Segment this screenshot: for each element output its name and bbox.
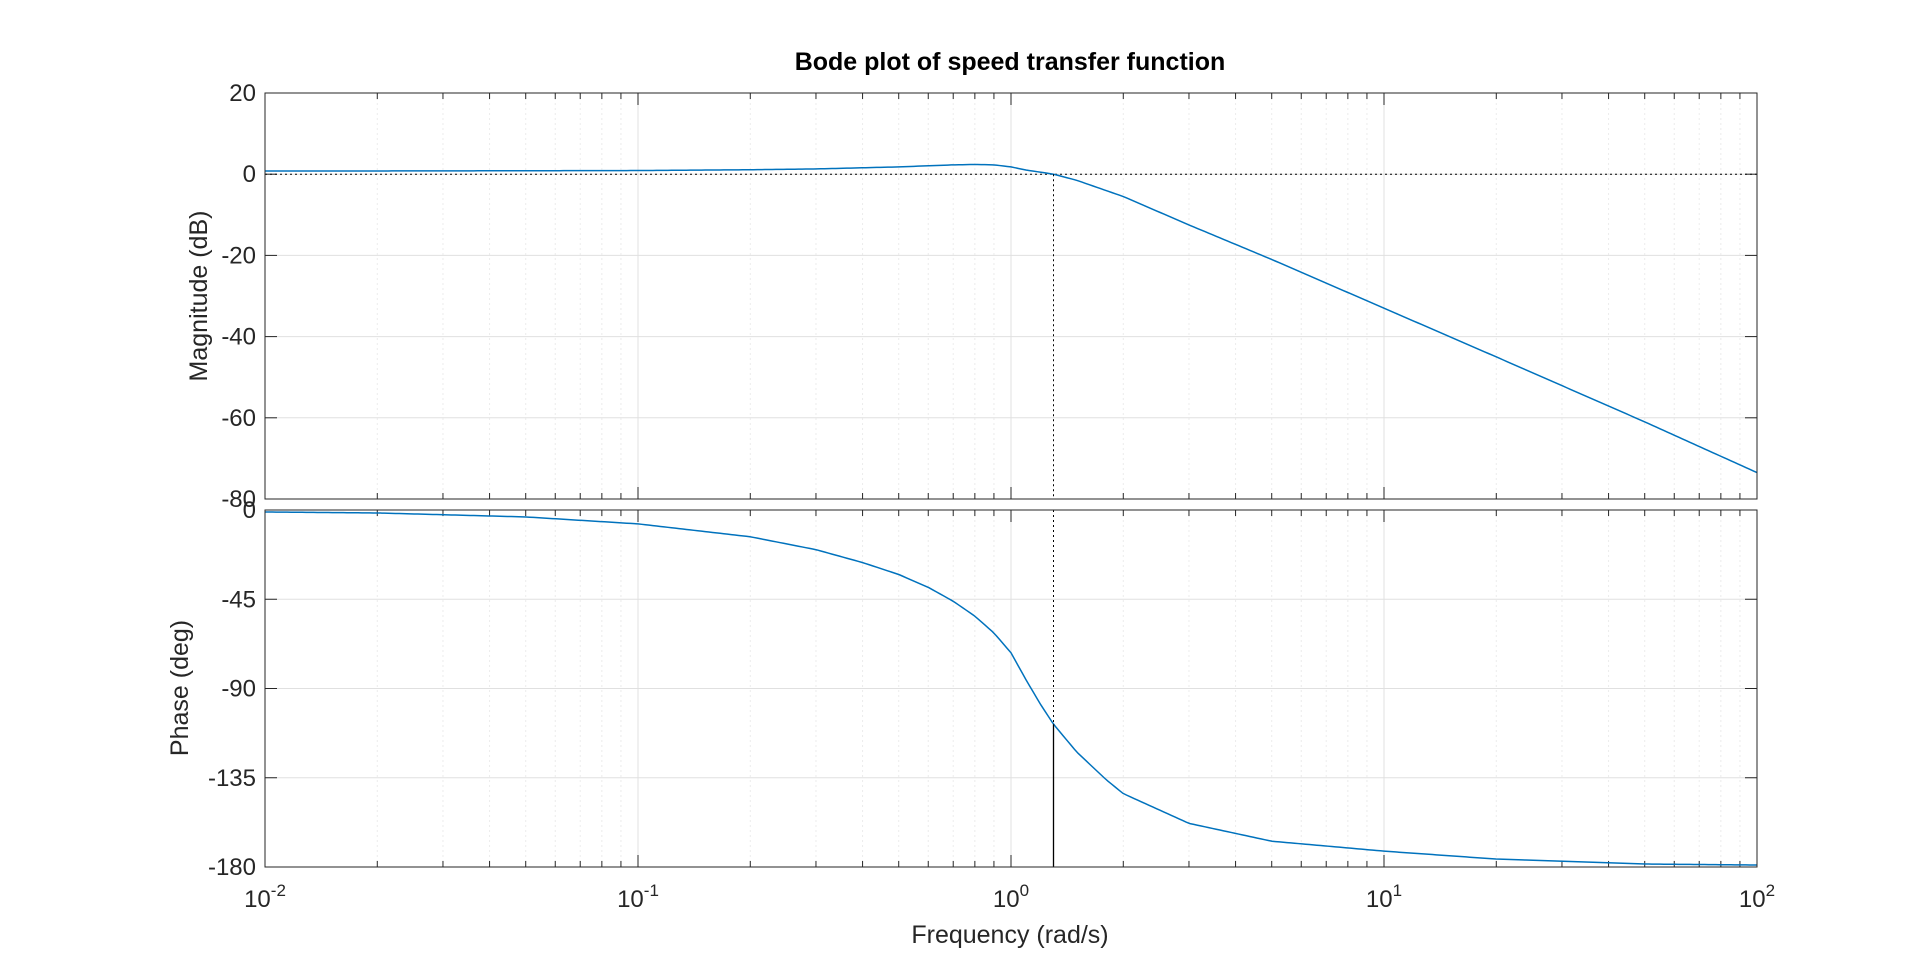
phase-axes: 0 -45 -90 -135 -180 10-2 10-1 100 101 102 Phase … <box>166 497 1775 913</box>
y-tick-label: 20 <box>229 80 256 107</box>
y-tick-label: -80 <box>221 486 256 513</box>
phase-axes-box <box>264 509 1758 868</box>
magnitude-axes-box <box>264 92 1758 500</box>
x-tick-label: 102 <box>1739 881 1775 913</box>
x-tick-label: 10-1 <box>617 881 659 913</box>
magnitude-axes: 20 0 -20 -40 -60 -80 Magnitude (dB) <box>185 80 1758 513</box>
y-tick-label: -90 <box>221 676 256 703</box>
magnitude-y-label: Magnitude (dB) <box>185 211 213 382</box>
x-tick-label: 10-2 <box>244 881 286 913</box>
y-tick-label: -135 <box>208 765 256 792</box>
y-tick-label: -20 <box>221 242 256 269</box>
x-axis-label: Frequency (rad/s) <box>911 921 1108 949</box>
phase-y-label: Phase (deg) <box>166 620 194 756</box>
chart-title: Bode plot of speed transfer function <box>795 48 1226 76</box>
magnitude-y-ticks: 20 0 -20 -40 -60 -80 <box>221 80 256 513</box>
frequency-x-ticks: 10-2 10-1 100 101 102 <box>244 881 1775 913</box>
y-tick-label: -45 <box>221 586 256 613</box>
x-tick-label: 101 <box>1366 881 1402 913</box>
phase-series-line <box>264 511 1758 866</box>
y-tick-label: -40 <box>221 324 256 351</box>
y-tick-label: 0 <box>243 497 256 524</box>
y-tick-label: 0 <box>243 161 256 188</box>
phase-y-ticks: 0 -45 -90 -135 -180 <box>208 497 256 881</box>
y-tick-label: -180 <box>208 854 256 881</box>
magnitude-series-line <box>265 163 1758 474</box>
y-tick-label: -60 <box>221 405 256 432</box>
x-tick-label: 100 <box>993 881 1029 913</box>
